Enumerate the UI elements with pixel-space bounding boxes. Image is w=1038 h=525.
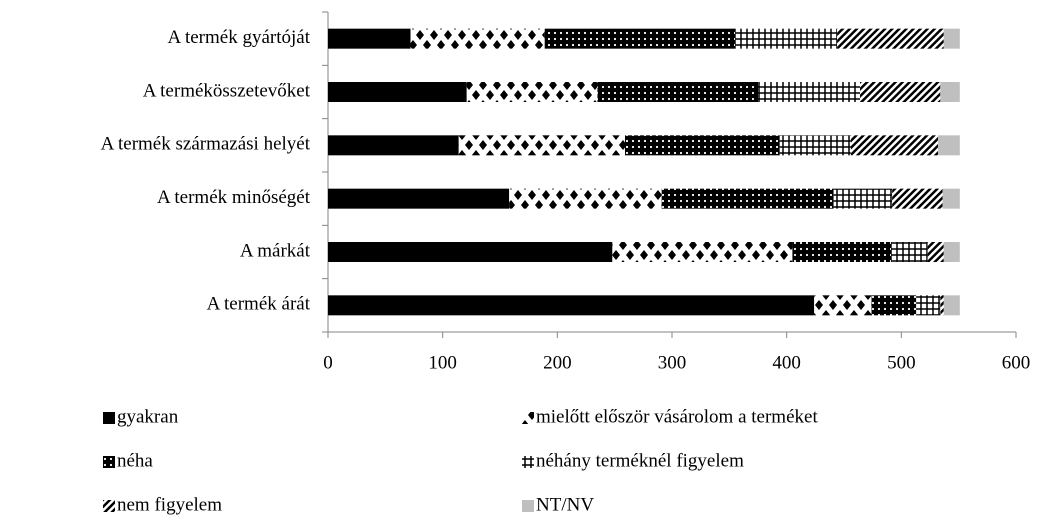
bar-segment	[916, 295, 941, 316]
bar-segment	[544, 28, 736, 49]
x-tick-label: 500	[887, 352, 916, 373]
x-tick-label: 200	[543, 352, 572, 373]
bar-segment	[943, 242, 960, 262]
bar-segment	[466, 82, 598, 102]
bar-segment	[892, 188, 943, 209]
bar-segment	[942, 188, 960, 209]
bar-segment	[509, 188, 662, 209]
bar-segment	[458, 135, 625, 156]
x-tick-label: 100	[428, 352, 457, 373]
bar-segment	[943, 295, 960, 316]
legend-label: nem figyelem	[117, 494, 222, 515]
legend-label: NT/NV	[536, 494, 594, 515]
bar-segment	[661, 188, 834, 209]
bar-segment	[612, 242, 793, 262]
bar-segment	[328, 28, 411, 49]
bar-segment	[328, 295, 815, 316]
bar-segment	[792, 242, 892, 262]
bar-segment	[814, 295, 872, 316]
y-tick-label: A termék gyártóját	[168, 27, 311, 48]
legend-label: gyakran	[117, 406, 179, 427]
legend-swatch	[522, 456, 534, 468]
legend-swatch	[522, 500, 534, 512]
bar-segment	[779, 135, 851, 156]
legend-label: mielőtt először vásárolom a terméket	[536, 406, 818, 427]
bar-segment	[597, 82, 758, 102]
legend-swatch	[103, 456, 115, 468]
bar-segment	[735, 28, 838, 49]
bar-segment	[891, 242, 928, 262]
bar-segment	[624, 135, 780, 156]
bar-segment	[328, 135, 459, 156]
bar-segment	[758, 82, 861, 102]
x-tick-label: 600	[1002, 352, 1031, 373]
x-tick-label: 300	[658, 352, 687, 373]
bar-segment	[837, 28, 944, 49]
legend-label: néhány terméknél figyelem	[536, 450, 744, 471]
bar-segment	[833, 188, 893, 209]
bar-segment	[850, 135, 939, 156]
bar-segment	[860, 82, 941, 102]
bar-segment	[927, 242, 944, 262]
y-tick-label: A márkát	[240, 240, 311, 261]
legend-swatch	[103, 500, 115, 512]
x-tick-label: 400	[772, 352, 801, 373]
legend-swatch	[103, 412, 115, 424]
bar-segment	[328, 242, 613, 262]
bar-segment	[940, 295, 944, 316]
bar-segment	[938, 135, 960, 156]
bar-segment	[871, 295, 917, 316]
bar-segment	[943, 28, 960, 49]
y-tick-label: A termék árát	[207, 294, 311, 315]
legend-swatch	[522, 412, 534, 424]
bar-segment	[328, 82, 467, 102]
legend-label: néha	[117, 450, 153, 471]
x-tick-label: 0	[323, 352, 333, 373]
bar-segment	[940, 82, 960, 102]
bar-segment	[410, 28, 545, 49]
bar-segment	[328, 188, 510, 209]
y-tick-label: A termékösszetevőket	[143, 80, 311, 101]
y-tick-label: A termék minőségét	[157, 187, 311, 208]
y-tick-label: A termék származási helyét	[101, 134, 311, 155]
